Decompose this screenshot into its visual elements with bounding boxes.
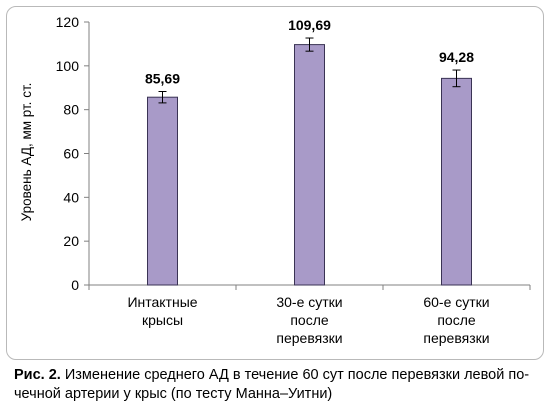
y-tick-label: 80 <box>63 102 79 118</box>
figure-caption-line-1: Изменение среднего АД в течение 60 сут п… <box>60 367 530 383</box>
x-tick-label: Интактные <box>127 294 197 310</box>
figure-caption-line-2: чечной артерии у крыс (по тесту Манна–Уи… <box>14 386 333 402</box>
data-label: 109,69 <box>288 17 331 33</box>
y-tick-label: 40 <box>63 189 79 205</box>
bar <box>294 44 325 286</box>
x-tick-label: перевязки <box>423 330 489 346</box>
bar <box>147 96 178 286</box>
bars: 85,69 109,69 94,28 <box>145 17 474 286</box>
y-axis: 0 20 40 60 80 100 120 <box>56 14 90 293</box>
bar <box>441 77 472 286</box>
y-tick-label: 20 <box>63 233 79 249</box>
y-tick-label: 0 <box>71 277 79 293</box>
y-tick-label: 60 <box>63 146 79 162</box>
bar-chart: 0 20 40 60 80 100 120 Интактные крысы 30-е сутки… <box>19 14 531 346</box>
x-tick-label: после <box>290 312 329 328</box>
x-tick-label: перевязки <box>276 330 342 346</box>
figure-caption: Рис. 2. Изменение среднего АД в течение … <box>14 366 538 404</box>
x-tick-label: 60-е сутки <box>423 294 489 310</box>
x-tick-label: после <box>437 312 476 328</box>
y-axis-title: Уровень АД, мм рт. ст. <box>19 83 34 222</box>
data-label: 85,69 <box>145 70 180 86</box>
y-tick-label: 100 <box>56 58 80 74</box>
figure-caption-label: Рис. 2. <box>14 367 61 383</box>
x-tick-label: крысы <box>142 312 183 328</box>
x-tick-label: 30-е сутки <box>276 294 342 310</box>
x-axis: Интактные крысы 30-е сутки после перевязки 60… <box>88 284 531 346</box>
y-tick-label: 120 <box>56 14 80 30</box>
data-label: 94,28 <box>439 49 474 65</box>
